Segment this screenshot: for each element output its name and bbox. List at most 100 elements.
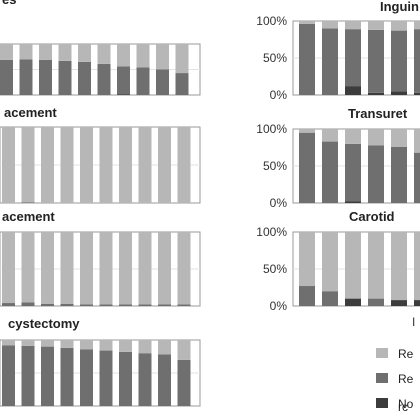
panel-title: acement	[2, 209, 55, 224]
bar-segment	[21, 232, 35, 303]
bar-segment	[19, 59, 33, 95]
bar-segment	[138, 232, 152, 305]
legend-swatch	[376, 348, 388, 358]
bar-segment	[368, 129, 384, 146]
bar-segment	[99, 304, 113, 306]
bar-segment	[21, 302, 35, 306]
bar-segment	[80, 349, 93, 406]
bar-segment	[21, 345, 35, 406]
bar-segment	[345, 21, 361, 30]
bar-segment	[391, 21, 407, 31]
bar-segment	[158, 340, 171, 355]
bar-segment	[138, 340, 152, 354]
bar-segment	[368, 232, 384, 299]
bar-segment	[177, 232, 191, 305]
bar-segment	[41, 232, 54, 304]
bar-segment	[41, 346, 54, 406]
bar-segment	[97, 63, 111, 95]
bar-segment	[368, 29, 384, 93]
bar-segment	[322, 291, 338, 306]
bar-segment	[391, 300, 407, 306]
bar-segment	[60, 340, 74, 348]
bar-segment	[58, 60, 72, 95]
bar-segment	[345, 129, 361, 144]
bar-segment	[60, 347, 74, 406]
bar-segment	[368, 145, 384, 203]
legend-label-continuation: rc	[398, 400, 408, 414]
bar-segment	[2, 232, 15, 304]
bar-segment	[158, 127, 171, 203]
bar-segment	[99, 232, 113, 305]
bar-segment	[158, 304, 171, 306]
panel-title: acement	[4, 105, 57, 120]
bar-segment	[391, 129, 407, 147]
bar-segment	[78, 44, 91, 62]
bar-segment	[391, 232, 407, 301]
bar-segment	[80, 232, 93, 305]
bar-segment	[299, 129, 315, 133]
panel-title: Transuret	[348, 106, 408, 121]
bar-segment	[99, 127, 113, 203]
bar-segment	[60, 127, 74, 203]
y-tick-label: 0%	[270, 196, 288, 210]
bar-segment	[177, 359, 191, 406]
bar-segment	[21, 340, 35, 346]
bar-segment	[60, 232, 74, 304]
bar-segment	[299, 21, 315, 24]
bar-segment	[80, 304, 93, 306]
bar-segment	[177, 127, 191, 203]
bar-segment	[80, 340, 93, 350]
y-tick-label: 50%	[263, 51, 287, 65]
bar-segment	[136, 67, 150, 95]
bar-segment	[322, 21, 338, 29]
bar-segment	[2, 340, 15, 346]
bar-segment	[119, 304, 132, 306]
bar-segment	[175, 73, 189, 95]
bar-segment	[97, 44, 111, 64]
bar-segment	[322, 141, 338, 203]
bar-segment	[21, 202, 35, 203]
bar-segment	[368, 298, 384, 306]
bar-segment	[138, 304, 152, 306]
bar-segment	[119, 127, 132, 203]
bar-segment	[0, 44, 13, 60]
bar-segment	[156, 44, 169, 70]
y-tick-label: 50%	[263, 159, 287, 173]
bar-segment	[414, 300, 420, 306]
bar-segment	[414, 129, 420, 153]
bar-segment	[21, 127, 35, 203]
bar-segment	[136, 44, 150, 68]
bar-segment	[80, 127, 93, 203]
bar-segment	[41, 127, 54, 203]
bar-segment	[99, 350, 113, 406]
bar-segment	[19, 44, 33, 60]
bar-segment	[345, 29, 361, 87]
panel-title: Inguin	[380, 0, 419, 14]
bar-segment	[158, 354, 171, 406]
legend-label: No	[398, 397, 414, 411]
bar-segment	[414, 92, 420, 95]
bar-segment	[156, 69, 169, 95]
bar-segment	[299, 286, 315, 306]
bar-segment	[0, 59, 13, 95]
bar-segment	[39, 44, 52, 60]
bar-segment	[414, 29, 420, 93]
bar-segment	[175, 44, 189, 74]
bar-segment	[299, 232, 315, 287]
bar-segment	[345, 143, 361, 202]
bar-segment	[117, 66, 130, 95]
bar-segment	[345, 232, 361, 299]
bar-segment	[177, 304, 191, 306]
y-tick-label: 0%	[270, 88, 288, 102]
y-tick-label: 50%	[263, 262, 287, 276]
bar-segment	[78, 61, 91, 95]
bar-segment	[158, 232, 171, 305]
bar-segment	[2, 303, 15, 306]
bar-segment	[138, 353, 152, 406]
bar-segment	[39, 59, 52, 95]
y-tick-label: 100%	[256, 14, 287, 28]
bar-segment	[322, 129, 338, 142]
bar-segment	[391, 91, 407, 95]
legend-swatch	[376, 373, 388, 383]
